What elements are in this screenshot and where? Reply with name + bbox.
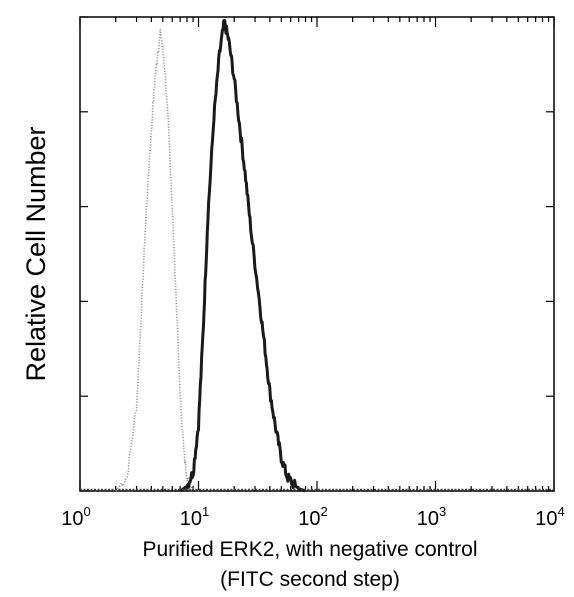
x-tick-label-base-4: 10 [535, 508, 557, 530]
x-tick-label-1: 101 [180, 504, 209, 530]
x-tick-label-exp-1: 1 [202, 504, 209, 519]
x-axis-tick-labels: 100 101 102 103 104 [61, 504, 564, 530]
x-tick-label-base-0: 10 [61, 508, 83, 530]
y-axis-ticks [80, 16, 554, 492]
x-tick-label-exp-4: 4 [558, 504, 565, 519]
series-line-1 [179, 18, 307, 493]
plot-frame [79, 16, 555, 492]
x-tick-label-exp-2: 2 [321, 504, 328, 519]
x-tick-label-exp-0: 0 [84, 504, 91, 519]
x-tick-label-exp-3: 3 [439, 504, 446, 519]
y-axis-label: Relative Cell Number [21, 126, 51, 381]
x-tick-label-4: 104 [535, 504, 564, 530]
x-tick-label-2: 102 [298, 504, 327, 530]
x-axis-ticks [79, 17, 555, 491]
x-axis-label: Purified ERK2, with negative control [142, 538, 477, 561]
x-tick-label-base-1: 10 [180, 508, 202, 530]
x-tick-label-base-3: 10 [417, 508, 439, 530]
series-layer [80, 18, 554, 493]
series-line-0 [115, 28, 199, 492]
x-tick-label-3: 103 [417, 504, 446, 530]
x-axis-label-line2: (FITC second step) [220, 568, 400, 591]
x-tick-label-base-2: 10 [298, 508, 320, 530]
x-tick-label-0: 100 [61, 504, 90, 530]
